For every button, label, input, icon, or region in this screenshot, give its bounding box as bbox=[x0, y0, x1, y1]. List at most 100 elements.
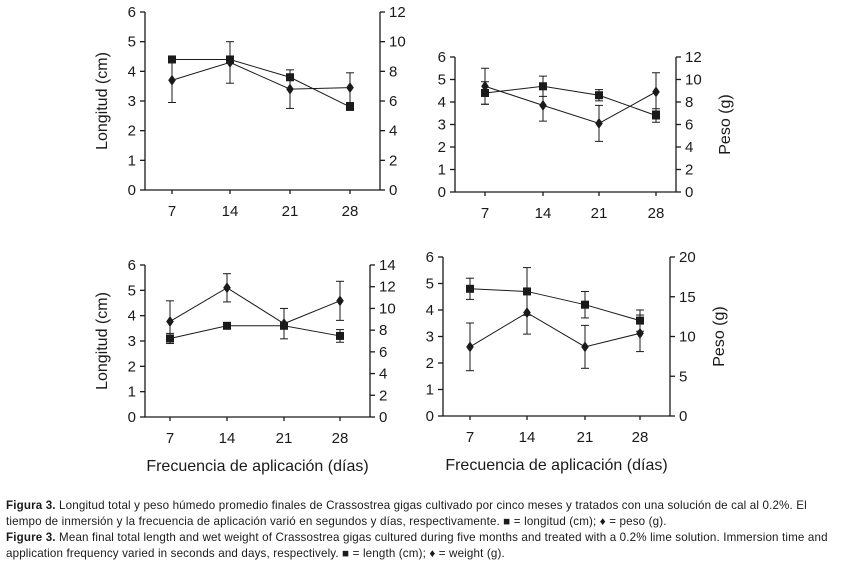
caption-es-text: Longitud total y peso húmedo promedio fi… bbox=[6, 499, 807, 528]
x-tick-label: 14 bbox=[519, 429, 536, 446]
right-tick-label: 2 bbox=[389, 152, 397, 169]
series-weight bbox=[168, 41, 354, 109]
left-tick-label: 4 bbox=[438, 94, 446, 111]
left-tick-label: 4 bbox=[128, 308, 136, 325]
x-tick-label: 21 bbox=[282, 203, 299, 220]
left-tick-label: 1 bbox=[128, 384, 136, 401]
left-tick-label: 1 bbox=[438, 162, 446, 179]
left-tick-label: 3 bbox=[438, 117, 446, 134]
left-tick-label: 0 bbox=[128, 409, 136, 426]
data-point-square bbox=[539, 82, 547, 91]
caption-spanish: Figura 3. Longitud total y peso húmedo p… bbox=[6, 498, 838, 530]
right-tick-label: 6 bbox=[685, 117, 693, 134]
left-tick-label: 2 bbox=[128, 358, 136, 375]
caption-en-label: Figure 3. bbox=[6, 531, 56, 544]
right-tick-label: 2 bbox=[379, 387, 387, 404]
right-tick-label: 4 bbox=[379, 366, 387, 383]
series-length bbox=[166, 321, 344, 345]
data-point-diamond bbox=[595, 117, 603, 129]
y2-axis-title: Peso (g) bbox=[717, 94, 734, 154]
series-weight bbox=[166, 273, 344, 343]
left-tick-label: 6 bbox=[438, 49, 446, 66]
right-tick-label: 6 bbox=[379, 344, 387, 361]
right-tick-label: 12 bbox=[379, 279, 396, 296]
left-tick-label: 0 bbox=[128, 182, 136, 199]
right-tick-label: 12 bbox=[685, 49, 702, 66]
series-line bbox=[469, 312, 641, 348]
series-weight bbox=[481, 67, 660, 142]
data-point-square bbox=[581, 300, 589, 309]
series-line bbox=[469, 288, 641, 322]
data-point-diamond bbox=[336, 295, 344, 307]
data-point-square bbox=[595, 91, 603, 100]
data-point-diamond bbox=[636, 327, 644, 339]
x-tick-label: 14 bbox=[219, 430, 236, 447]
x-tick-label: 7 bbox=[166, 430, 174, 447]
x-tick-label: 7 bbox=[168, 203, 176, 220]
left-tick-label: 1 bbox=[426, 382, 434, 399]
left-tick-label: 1 bbox=[128, 152, 136, 169]
right-tick-label: 10 bbox=[679, 329, 696, 346]
left-tick-label: 6 bbox=[128, 257, 136, 274]
right-tick-label: 4 bbox=[685, 139, 693, 156]
left-tick-label: 3 bbox=[128, 333, 136, 350]
series-line bbox=[484, 85, 657, 124]
caption-es-label: Figura 3. bbox=[6, 499, 56, 512]
left-tick-label: 2 bbox=[128, 123, 136, 140]
x-tick-label: 28 bbox=[632, 429, 649, 446]
data-point-square bbox=[336, 331, 344, 340]
right-tick-label: 4 bbox=[389, 123, 397, 140]
series-length bbox=[466, 267, 644, 332]
x-tick-label: 28 bbox=[342, 203, 359, 220]
x-tick-label: 7 bbox=[466, 429, 474, 446]
left-tick-label: 3 bbox=[426, 329, 434, 346]
right-tick-label: 6 bbox=[389, 93, 397, 110]
data-point-diamond bbox=[226, 56, 234, 68]
left-tick-label: 5 bbox=[438, 72, 446, 89]
data-point-square bbox=[652, 111, 660, 120]
data-point-square bbox=[223, 321, 231, 330]
right-tick-label: 2 bbox=[685, 162, 693, 179]
series-line bbox=[484, 85, 657, 116]
x-tick-label: 21 bbox=[591, 205, 608, 222]
series-length bbox=[168, 55, 354, 111]
x-tick-label: 14 bbox=[535, 205, 552, 222]
caption-english: Figure 3. Mean final total length and we… bbox=[6, 530, 838, 562]
right-tick-label: 15 bbox=[679, 289, 696, 306]
data-point-diamond bbox=[280, 318, 288, 330]
right-tick-label: 10 bbox=[379, 300, 396, 317]
x-tick-label: 21 bbox=[577, 429, 594, 446]
data-point-square bbox=[466, 284, 474, 293]
data-point-diamond bbox=[652, 86, 660, 98]
x-tick-label: 14 bbox=[222, 203, 239, 220]
left-tick-label: 3 bbox=[128, 93, 136, 110]
chart-bottom-right: 0 1 2 3 4 5 6 0 5 10 15 20 7 14 21 28 Peso (g) Frecuencia… bbox=[426, 249, 728, 474]
x-tick-label: 7 bbox=[481, 205, 489, 222]
right-tick-label: 0 bbox=[679, 408, 687, 425]
figure-caption: Figura 3. Longitud total y peso húmedo p… bbox=[6, 498, 838, 562]
data-point-diamond bbox=[168, 74, 176, 86]
right-tick-label: 0 bbox=[685, 184, 693, 201]
right-tick-label: 8 bbox=[389, 63, 397, 80]
x-axis-title: Frecuencia de aplicación (días) bbox=[146, 458, 368, 475]
right-tick-label: 0 bbox=[379, 409, 387, 426]
right-tick-label: 12 bbox=[389, 4, 406, 21]
data-point-diamond bbox=[581, 341, 589, 353]
x-axis-title: Frecuencia de aplicación (días) bbox=[445, 457, 667, 474]
right-tick-label: 8 bbox=[685, 94, 693, 111]
left-tick-label: 2 bbox=[438, 139, 446, 156]
series-line bbox=[172, 58, 351, 108]
left-tick-label: 0 bbox=[438, 184, 446, 201]
right-tick-label: 14 bbox=[379, 257, 396, 274]
right-tick-label: 5 bbox=[679, 368, 687, 385]
left-tick-label: 2 bbox=[426, 355, 434, 372]
right-tick-label: 10 bbox=[685, 72, 702, 89]
x-tick-label: 28 bbox=[648, 205, 665, 222]
right-tick-label: 10 bbox=[389, 34, 406, 51]
data-point-square bbox=[346, 102, 354, 111]
left-tick-label: 6 bbox=[426, 249, 434, 266]
series-line bbox=[169, 325, 341, 339]
data-point-diamond bbox=[286, 83, 294, 95]
